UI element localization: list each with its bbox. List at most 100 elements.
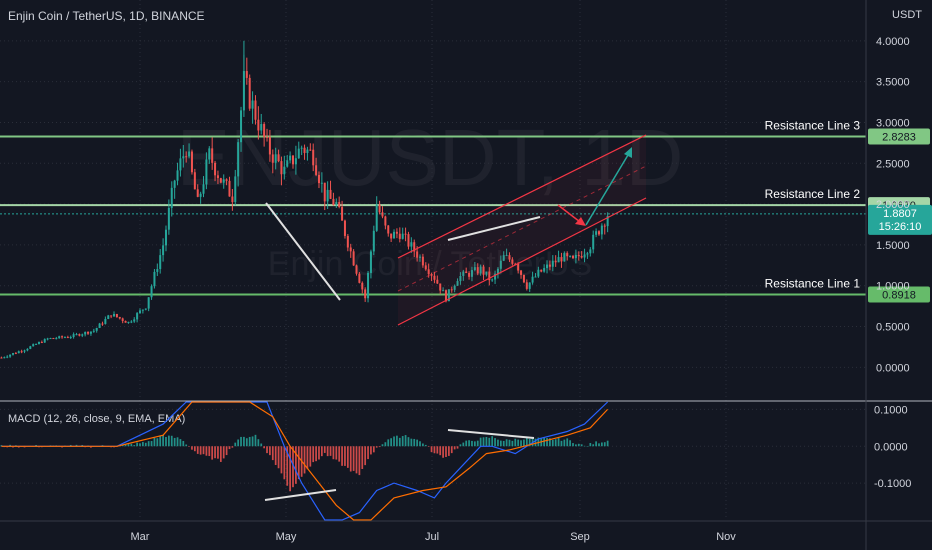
- candle-body: [349, 247, 352, 252]
- macd-histogram-bar: [202, 446, 205, 455]
- macd-histogram-bar: [358, 446, 361, 476]
- candle-body: [0, 357, 3, 359]
- candle-body: [540, 269, 543, 272]
- macd-histogram-bar: [245, 438, 248, 447]
- price-tick-label: 2.0000: [876, 199, 910, 211]
- macd-histogram-bar: [228, 446, 231, 450]
- macd-histogram-bar: [182, 440, 185, 447]
- macd-histogram-bar: [577, 443, 580, 447]
- macd-trendline: [264, 489, 337, 501]
- candle-body: [531, 276, 534, 283]
- candle-body: [257, 119, 260, 131]
- candle-body: [329, 189, 332, 199]
- macd-histogram-bar: [127, 444, 130, 447]
- candle-body: [248, 77, 251, 109]
- macd-tick-label: -0.1000: [874, 478, 911, 490]
- candle-body: [482, 266, 485, 275]
- macd-histogram-bar: [318, 446, 320, 460]
- resistance-price-tag-label: 0.8918: [882, 290, 916, 302]
- macd-histogram-bar: [473, 441, 476, 447]
- candle-body: [231, 196, 234, 203]
- candle-body: [240, 110, 243, 143]
- candle-body: [398, 233, 401, 239]
- macd-histogram-bar: [355, 446, 358, 474]
- candle-body: [9, 354, 12, 357]
- macd-histogram-bar: [537, 437, 540, 447]
- candle-body: [407, 234, 410, 247]
- candle-body: [557, 257, 560, 263]
- candle-body: [459, 275, 462, 282]
- macd-histogram-bar: [384, 442, 387, 447]
- candle-body: [343, 220, 346, 236]
- macd-histogram-bar: [309, 446, 312, 467]
- macd-histogram-bar: [188, 446, 190, 447]
- candle-body: [228, 180, 231, 197]
- macd-histogram-bar: [142, 442, 144, 447]
- macd-histogram-bar: [566, 438, 569, 447]
- candle-body: [528, 282, 531, 289]
- candle-body: [219, 178, 222, 183]
- candle-body: [78, 334, 81, 336]
- candle-body: [156, 269, 159, 272]
- candle-body: [61, 336, 64, 338]
- candle-body: [101, 323, 104, 325]
- candle-body: [499, 260, 502, 269]
- candle-body: [3, 357, 6, 359]
- macd-histogram-bar: [589, 443, 592, 447]
- macd-histogram-bar: [199, 446, 202, 455]
- candle-body: [574, 254, 577, 259]
- candle-body: [199, 193, 202, 197]
- candle-body: [66, 337, 69, 339]
- candle-body: [511, 259, 514, 264]
- candle-body: [563, 253, 566, 262]
- candle-body: [237, 142, 240, 177]
- candle-body: [147, 297, 150, 309]
- macd-histogram-bar: [572, 443, 574, 447]
- candle-body: [309, 149, 312, 151]
- macd-histogram-bar: [424, 444, 427, 447]
- candle-body: [159, 255, 162, 270]
- candle-body: [300, 147, 303, 149]
- trend-drawings: [265, 134, 647, 326]
- macd-histogram-bar: [557, 437, 560, 447]
- candle-body: [442, 290, 445, 292]
- macd-histogram-bar: [442, 446, 444, 458]
- macd-histogram-bar: [266, 446, 268, 454]
- macd-histogram-bar: [289, 446, 291, 492]
- macd-histogram-bar: [214, 446, 216, 459]
- candle-body: [208, 148, 211, 160]
- macd-histogram-bar: [283, 446, 286, 480]
- macd-histogram-bar: [323, 446, 326, 453]
- macd-histogram-bar: [329, 446, 332, 456]
- candle-body: [23, 350, 26, 352]
- candle-body: [277, 154, 280, 162]
- candle-body: [346, 235, 349, 248]
- candle-body: [202, 184, 205, 194]
- last-price-value: 1.8807: [883, 208, 917, 220]
- channel-lower-line: [397, 197, 647, 326]
- candle-body: [110, 315, 113, 317]
- macd-histogram-bar: [364, 446, 367, 466]
- macd-histogram-bar: [150, 441, 153, 447]
- candle-body: [456, 281, 459, 286]
- resistance-label: Resistance Line 2: [765, 187, 861, 201]
- macd-histogram-bar: [361, 446, 364, 469]
- macd-histogram-bar: [35, 445, 37, 447]
- macd-histogram-bar: [292, 446, 294, 488]
- candle-body: [190, 151, 193, 173]
- candle-body: [144, 308, 147, 310]
- macd-histogram-bar: [398, 437, 401, 447]
- macd-histogram-bar: [346, 446, 349, 468]
- candle-body: [433, 275, 436, 280]
- macd-histogram-bar: [295, 446, 297, 484]
- candle-body: [29, 346, 32, 349]
- candle-body: [89, 331, 92, 334]
- candle-body: [320, 182, 323, 184]
- candle-body: [69, 337, 72, 339]
- candle-body: [571, 255, 575, 259]
- time-tick-label: Jul: [425, 531, 439, 543]
- macd-histogram-bar: [462, 442, 465, 447]
- price-trendline: [265, 202, 341, 301]
- channel-mid-line: [397, 165, 647, 292]
